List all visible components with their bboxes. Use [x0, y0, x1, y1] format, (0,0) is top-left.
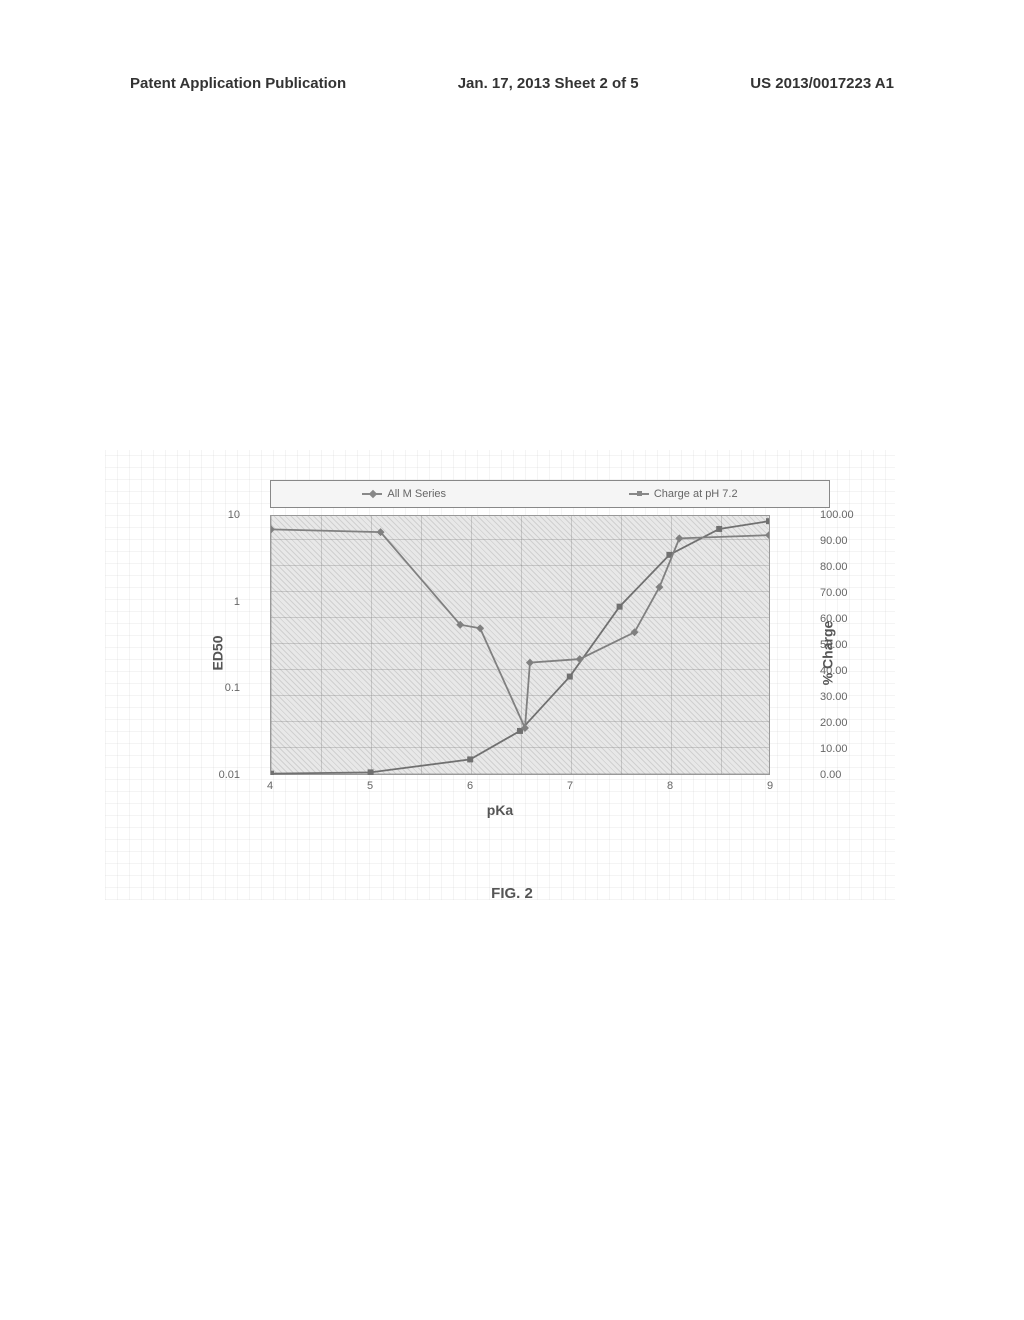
y-left-tick: 0.1 [225, 682, 240, 694]
y-right-tick: 100.00 [820, 509, 854, 521]
y-right-axis-label: % Charge [820, 621, 836, 686]
y-left-tick: 10 [228, 509, 240, 521]
square-marker-icon [629, 493, 649, 495]
plot-grid [271, 516, 769, 774]
legend-item-series1: All M Series [362, 488, 446, 500]
header-center: Jan. 17, 2013 Sheet 2 of 5 [458, 75, 639, 92]
y-right-tick: 70.00 [820, 587, 848, 599]
y-right-tick: 20.00 [820, 717, 848, 729]
figure-caption: FIG. 2 [491, 885, 533, 902]
header-right: US 2013/0017223 A1 [750, 75, 894, 92]
x-tick: 8 [667, 780, 673, 792]
legend-label-1: All M Series [387, 488, 446, 500]
y-left-tick: 1 [234, 596, 240, 608]
chart-container: All M Series Charge at pH 7.2 10 1 0.1 0… [150, 480, 850, 860]
x-tick: 4 [267, 780, 273, 792]
x-tick: 5 [367, 780, 373, 792]
legend-label-2: Charge at pH 7.2 [654, 488, 738, 500]
legend-item-series2: Charge at pH 7.2 [629, 488, 738, 500]
y-left-axis-label: ED50 [210, 635, 226, 670]
y-right-tick: 0.00 [820, 769, 841, 781]
y-right-tick: 90.00 [820, 535, 848, 547]
page-header: Patent Application Publication Jan. 17, … [0, 75, 1024, 92]
x-tick: 9 [767, 780, 773, 792]
chart-legend: All M Series Charge at pH 7.2 [270, 480, 830, 508]
x-axis-label: pKa [487, 802, 513, 818]
y-right-tick: 30.00 [820, 691, 848, 703]
y-right-tick: 80.00 [820, 561, 848, 573]
y-left-tick: 0.01 [219, 769, 240, 781]
plot-area [270, 515, 770, 775]
y-right-tick: 10.00 [820, 743, 848, 755]
diamond-marker-icon [362, 493, 382, 495]
header-left: Patent Application Publication [130, 75, 346, 92]
x-tick: 6 [467, 780, 473, 792]
x-tick: 7 [567, 780, 573, 792]
